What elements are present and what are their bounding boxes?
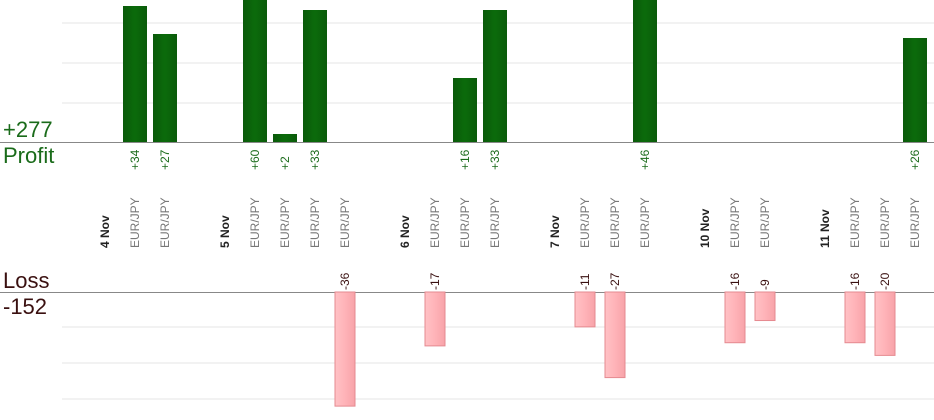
loss-bar bbox=[874, 291, 896, 356]
date-label: 7 Nov bbox=[548, 215, 562, 248]
date-label: 6 Nov bbox=[398, 215, 412, 248]
profit-bar bbox=[633, 0, 657, 142]
pair-label: EUR/JPY bbox=[488, 197, 502, 248]
loss-value-label: -20 bbox=[878, 272, 892, 290]
pair-label: EUR/JPY bbox=[338, 197, 352, 248]
profit-value-label: +27 bbox=[158, 149, 172, 170]
profit-bar bbox=[273, 134, 297, 142]
profit-bar bbox=[123, 6, 147, 142]
pair-label: EUR/JPY bbox=[578, 197, 592, 248]
profit-value-label: +34 bbox=[128, 149, 142, 170]
loss-value-label: -16 bbox=[848, 272, 862, 290]
profit-value-label: +16 bbox=[458, 149, 472, 170]
loss-value-label: -9 bbox=[758, 279, 772, 290]
loss-bar bbox=[574, 291, 596, 328]
profit-total: +277 bbox=[3, 117, 53, 142]
date-label: 11 Nov bbox=[818, 209, 832, 248]
profit-label: Profit bbox=[3, 143, 55, 168]
pair-label: EUR/JPY bbox=[728, 197, 742, 248]
pair-label: EUR/JPY bbox=[878, 197, 892, 248]
pair-label: EUR/JPY bbox=[758, 197, 772, 248]
pair-label: EUR/JPY bbox=[848, 197, 862, 248]
loss-bar bbox=[424, 291, 446, 347]
loss-value-label: -11 bbox=[578, 273, 592, 290]
loss-total: -152 bbox=[3, 294, 48, 319]
loss-label: Loss bbox=[3, 268, 50, 293]
profit-value-label: +60 bbox=[248, 149, 262, 170]
profit-bar bbox=[243, 0, 267, 142]
profit-bar bbox=[153, 34, 177, 142]
pair-label: EUR/JPY bbox=[278, 197, 292, 248]
loss-bar bbox=[334, 291, 356, 407]
profit-value-label: +33 bbox=[488, 149, 502, 170]
profit-bar bbox=[303, 10, 327, 142]
loss-bar bbox=[844, 291, 866, 344]
pair-label: EUR/JPY bbox=[908, 197, 922, 248]
pair-label: EUR/JPY bbox=[158, 197, 172, 248]
date-label: 10 Nov bbox=[698, 208, 712, 248]
profit-bar bbox=[483, 10, 507, 142]
loss-value-label: -27 bbox=[608, 272, 622, 290]
profit-value-label: +26 bbox=[908, 149, 922, 170]
loss-value-label: -17 bbox=[428, 272, 442, 290]
pair-label: EUR/JPY bbox=[638, 197, 652, 248]
profit-value-label: +33 bbox=[308, 149, 322, 170]
pair-label: EUR/JPY bbox=[458, 197, 472, 248]
profit-bar bbox=[453, 78, 477, 142]
pair-label: EUR/JPY bbox=[608, 197, 622, 248]
loss-value-label: -16 bbox=[728, 272, 742, 290]
loss-value-label: -36 bbox=[338, 272, 352, 290]
profit-bar bbox=[903, 38, 927, 142]
date-label: 4 Nov bbox=[98, 215, 112, 248]
date-label: 5 Nov bbox=[218, 215, 232, 248]
profit-value-label: +46 bbox=[638, 149, 652, 170]
loss-bar bbox=[604, 291, 626, 379]
profit-value-label: +2 bbox=[278, 156, 292, 170]
pair-label: EUR/JPY bbox=[428, 197, 442, 248]
pair-label: EUR/JPY bbox=[128, 197, 142, 248]
loss-bar bbox=[724, 291, 746, 344]
pair-label: EUR/JPY bbox=[308, 197, 322, 248]
loss-bar bbox=[754, 291, 776, 322]
pair-label: EUR/JPY bbox=[248, 197, 262, 248]
